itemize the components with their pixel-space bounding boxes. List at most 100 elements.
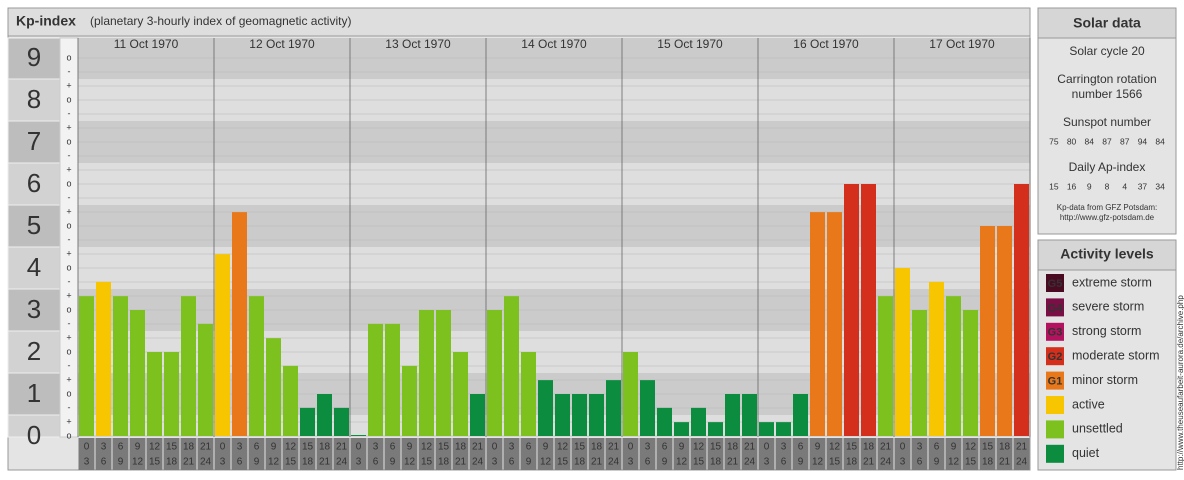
level-swatch — [1046, 371, 1064, 390]
hour-cell — [248, 438, 265, 470]
hour-to-label: 24 — [336, 457, 348, 468]
level-badge: G3 — [1048, 327, 1063, 339]
y-digit-cell — [7, 37, 61, 80]
level-swatch — [1046, 298, 1064, 317]
sub-tick-label: - — [68, 402, 71, 412]
hour-cell — [554, 438, 571, 470]
kp-bar — [878, 296, 893, 436]
hour-from-label: 6 — [254, 442, 260, 453]
y-tick-label: 9 — [27, 42, 41, 72]
hour-from-label: 18 — [863, 442, 875, 453]
chart-title: Kp-index — [16, 13, 76, 29]
hour-cell — [282, 438, 299, 470]
hour-to-label: 18 — [710, 457, 722, 468]
hour-to-label: 6 — [237, 457, 243, 468]
ap-label: Daily Ap-index — [1069, 160, 1146, 174]
sub-tick-label: o — [66, 304, 71, 314]
kp-bar — [504, 296, 519, 436]
hour-cell — [1013, 438, 1030, 470]
sub-tick-label: - — [68, 318, 71, 328]
y-tick-label: 6 — [27, 168, 41, 198]
hour-to-label: 18 — [574, 457, 586, 468]
kp-bar — [929, 281, 944, 436]
kp-bar — [946, 296, 961, 436]
hour-cell — [452, 438, 469, 470]
hour-to-label: 21 — [591, 457, 603, 468]
hour-from-label: 3 — [917, 442, 923, 453]
source-line: Kp-data from GFZ Potsdam: — [1057, 203, 1157, 212]
kp-bar — [521, 352, 536, 436]
hour-to-label: 15 — [693, 457, 705, 468]
hour-to-label: 12 — [540, 457, 552, 468]
kp-bar — [334, 407, 349, 436]
hour-from-label: 3 — [101, 442, 107, 453]
kp-bar — [453, 352, 468, 436]
hour-to-label: 6 — [645, 457, 651, 468]
hour-to-label: 6 — [781, 457, 787, 468]
hour-from-label: 3 — [645, 442, 651, 453]
hour-from-label: 3 — [781, 442, 787, 453]
hour-from-label: 9 — [815, 442, 821, 453]
ap-value: 34 — [1155, 181, 1165, 191]
hour-to-label: 6 — [101, 457, 107, 468]
sub-tick-label: + — [66, 290, 71, 300]
kp-bar — [402, 365, 417, 436]
hour-from-label: 15 — [438, 442, 450, 453]
hour-from-label: 18 — [183, 442, 195, 453]
hour-from-label: 9 — [135, 442, 141, 453]
hour-to-label: 12 — [676, 457, 688, 468]
levels-panel-header — [1037, 239, 1177, 271]
hour-from-label: 0 — [492, 442, 498, 453]
sub-tick-label: - — [68, 108, 71, 118]
hour-from-label: 0 — [356, 442, 362, 453]
sub-tick-label: - — [68, 192, 71, 202]
hour-to-label: 21 — [999, 457, 1011, 468]
hour-cell — [775, 438, 792, 470]
hour-to-label: 18 — [846, 457, 858, 468]
hour-from-label: 12 — [829, 442, 841, 453]
ap-value: 4 — [1122, 181, 1127, 191]
ap-value: 15 — [1049, 181, 1059, 191]
hour-to-label: 3 — [492, 457, 498, 468]
hour-cell — [945, 438, 962, 470]
hour-from-label: 12 — [421, 442, 433, 453]
hour-cell — [894, 438, 911, 470]
hour-cell — [384, 438, 401, 470]
hour-from-label: 21 — [1016, 442, 1028, 453]
solar-cycle: Solar cycle 20 — [1069, 44, 1145, 58]
sub-tick-label: - — [68, 66, 71, 76]
sub-tick-label: + — [66, 248, 71, 258]
hour-cell — [418, 438, 435, 470]
hour-cell — [656, 438, 673, 470]
hour-from-label: 0 — [900, 442, 906, 453]
sub-tick-label: o — [66, 136, 71, 146]
y-tick-label: 2 — [27, 336, 41, 366]
kp-bar — [776, 422, 791, 436]
hour-from-label: 15 — [710, 442, 722, 453]
hour-to-label: 12 — [404, 457, 416, 468]
hour-from-label: 12 — [149, 442, 161, 453]
sub-tick-label: o — [66, 52, 71, 62]
y-tick-label: 8 — [27, 84, 41, 114]
kp-bar — [215, 254, 230, 436]
hour-cell — [95, 438, 112, 470]
kp-bar — [691, 407, 706, 436]
hour-to-label: 3 — [628, 457, 634, 468]
kp-bar — [436, 310, 451, 436]
level-name: unsettled — [1072, 422, 1123, 436]
hour-cell — [520, 438, 537, 470]
carrington-line: Carrington rotation — [1057, 72, 1156, 86]
hour-to-label: 9 — [662, 457, 668, 468]
kp-bar — [555, 394, 570, 436]
hour-from-label: 21 — [608, 442, 620, 453]
hour-to-label: 24 — [880, 457, 892, 468]
hour-cell — [435, 438, 452, 470]
sunspot-value: 87 — [1120, 136, 1130, 146]
hour-to-label: 15 — [421, 457, 433, 468]
hour-cell — [809, 438, 826, 470]
kp-bar — [181, 296, 196, 436]
day-label: 13 Oct 1970 — [385, 37, 451, 51]
kp-bar — [861, 184, 876, 436]
level-name: active — [1072, 397, 1105, 411]
hour-to-label: 21 — [727, 457, 739, 468]
